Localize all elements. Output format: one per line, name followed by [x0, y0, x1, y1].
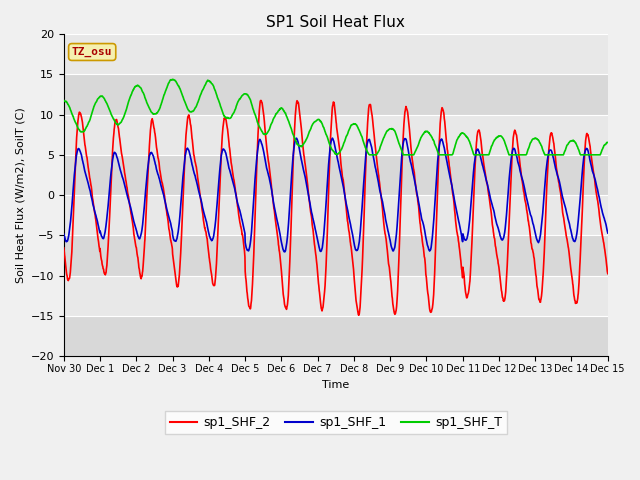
- sp1_SHF_2: [494, 261, 502, 266]
- Line: sp1_SHF_T: sp1_SHF_T: [64, 79, 608, 155]
- sp1_SHF_2: [364, 120, 371, 125]
- X-axis label: Time: Time: [322, 380, 349, 389]
- Title: SP1 Soil Heat Flux: SP1 Soil Heat Flux: [266, 15, 405, 30]
- Bar: [64, 276, 608, 316]
- sp1_SHF_T: [364, 149, 371, 155]
- sp1_SHF_2: [556, 187, 564, 193]
- sp1_SHF_T: [365, 152, 373, 158]
- sp1_SHF_2: [60, 245, 68, 251]
- sp1_SHF_2: [572, 298, 579, 304]
- sp1_SHF_1: [60, 231, 68, 237]
- Bar: [64, 155, 608, 195]
- sp1_SHF_1: [328, 135, 336, 141]
- sp1_SHF_1: [212, 220, 220, 226]
- Bar: [64, 235, 608, 276]
- sp1_SHF_2: [352, 291, 360, 297]
- sp1_SHF_2: [604, 271, 612, 276]
- sp1_SHF_1: [352, 247, 360, 253]
- Legend: sp1_SHF_2, sp1_SHF_1, sp1_SHF_T: sp1_SHF_2, sp1_SHF_1, sp1_SHF_T: [164, 411, 507, 434]
- Line: sp1_SHF_1: sp1_SHF_1: [64, 138, 608, 252]
- sp1_SHF_T: [494, 134, 502, 140]
- sp1_SHF_T: [604, 140, 612, 145]
- sp1_SHF_1: [556, 182, 564, 188]
- sp1_SHF_1: [604, 230, 612, 236]
- Text: TZ_osu: TZ_osu: [72, 47, 113, 57]
- sp1_SHF_1: [364, 139, 371, 144]
- Bar: [64, 115, 608, 155]
- sp1_SHF_T: [572, 140, 579, 145]
- sp1_SHF_T: [352, 121, 360, 127]
- Y-axis label: Soil Heat Flux (W/m2), SoilT (C): Soil Heat Flux (W/m2), SoilT (C): [15, 107, 25, 283]
- Bar: [64, 316, 608, 356]
- sp1_SHF_1: [280, 249, 288, 255]
- sp1_SHF_2: [355, 312, 363, 318]
- sp1_SHF_T: [556, 152, 564, 158]
- Bar: [64, 195, 608, 235]
- sp1_SHF_1: [572, 238, 579, 244]
- sp1_SHF_1: [494, 225, 502, 231]
- sp1_SHF_T: [169, 76, 177, 82]
- sp1_SHF_2: [212, 275, 220, 281]
- Bar: [64, 74, 608, 115]
- sp1_SHF_T: [60, 97, 68, 103]
- sp1_SHF_T: [212, 89, 220, 95]
- Bar: [64, 34, 608, 74]
- Line: sp1_SHF_2: sp1_SHF_2: [64, 100, 608, 315]
- sp1_SHF_2: [257, 97, 265, 103]
